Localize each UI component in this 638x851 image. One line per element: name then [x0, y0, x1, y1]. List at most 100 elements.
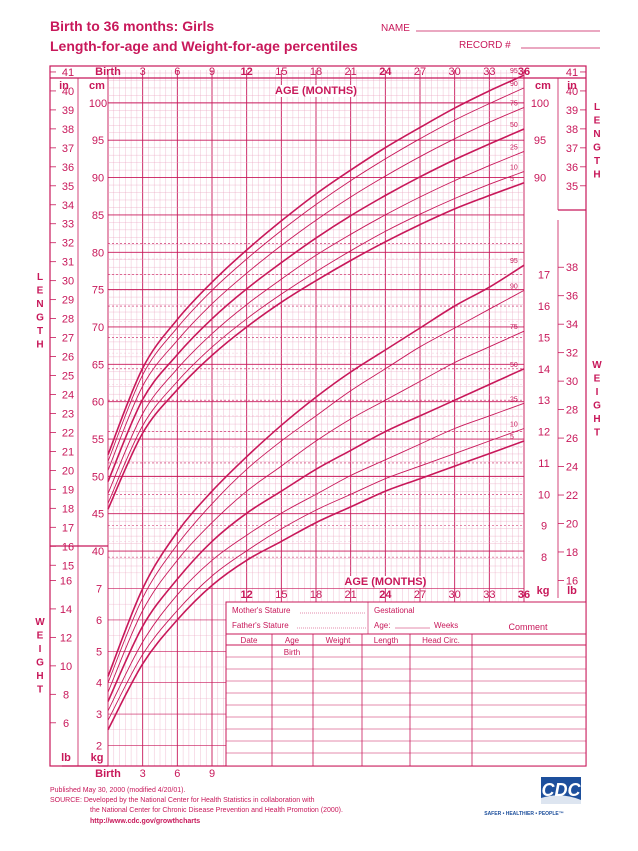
age-tick-bottom: 6 — [174, 768, 180, 780]
lb-label-right: 24 — [566, 462, 578, 474]
age-tick-top: 6 — [174, 66, 180, 78]
in-label-left: 34 — [62, 200, 74, 212]
weight-word-right-letter: T — [594, 428, 600, 439]
weight-word-left-letter: H — [36, 671, 43, 682]
length-curve-p75 — [107, 106, 525, 471]
age-title-bg — [345, 576, 426, 588]
age-tick-mid: 18 — [310, 589, 322, 601]
table-box[interactable] — [225, 601, 587, 767]
in-label-left: 37 — [62, 143, 74, 155]
age-tick-top: 21 — [345, 66, 357, 78]
in-label-left: 27 — [62, 333, 74, 345]
cm-label-left: 60 — [92, 397, 104, 409]
age-tick-top: 9 — [209, 66, 215, 78]
weight-word-left-letter: W — [35, 617, 45, 628]
lb-label-left: 10 — [60, 661, 72, 673]
kg-label-right: 8 — [541, 552, 547, 564]
cm-label-left: 45 — [92, 509, 104, 521]
cm-label-left: 50 — [92, 471, 104, 483]
kg-label-left: 7 — [96, 584, 102, 596]
cm-label-right: 95 — [534, 135, 546, 147]
in-label-left: 40 — [62, 86, 74, 98]
kg-label-left: 6 — [96, 615, 102, 627]
table-col-header: Age — [285, 636, 300, 645]
in-label-left: 32 — [62, 238, 74, 250]
in-label-left: 16 — [62, 541, 74, 553]
in-label-left: 38 — [62, 124, 74, 136]
weight-curve-p25 — [107, 402, 525, 712]
cm-label-left: 90 — [92, 173, 104, 185]
age-tick-mid: 15 — [275, 589, 287, 601]
lb-label-left: 12 — [60, 632, 72, 644]
age-tick-top: 18 — [310, 66, 322, 78]
footer-source-1: SOURCE: Developed by the National Center… — [50, 797, 315, 804]
footer-url[interactable]: http://www.cdc.gov/growthcharts — [90, 818, 200, 825]
length-curve-p50 — [107, 128, 525, 482]
weight-curve-p50 — [107, 368, 525, 702]
length-pct-label-p25: 25 — [510, 144, 518, 151]
length-word-right-letter: L — [594, 102, 600, 113]
unit-in-left: in — [59, 80, 69, 92]
weeks-label: Weeks — [434, 621, 458, 630]
table-col-header: Length — [374, 636, 398, 645]
table-col-header: Head Circ. — [422, 636, 460, 645]
length-pct-label-p75: 75 — [510, 100, 518, 107]
in-label-left: 41 — [62, 67, 74, 79]
in-label-left: 25 — [62, 371, 74, 383]
age-tick-mid: 30 — [449, 589, 461, 601]
lb-label-right: 36 — [566, 291, 578, 303]
kg-label-left: 3 — [96, 709, 102, 721]
percentile-curves: 5 10 25 50 75 90 95 5 10 25 50 75 90 95 — [107, 68, 525, 731]
kg-label-right: 17 — [538, 270, 550, 282]
in-label-right: 36 — [566, 162, 578, 174]
in-label-right: 39 — [566, 105, 578, 117]
in-label-right: 40 — [566, 86, 578, 98]
cm-label-left: 55 — [92, 434, 104, 446]
length-word-left-letter: L — [37, 272, 43, 283]
footer-published: Published May 30, 2000 (modified 4/20/01… — [50, 787, 185, 794]
age-tick-mid: 36 — [518, 589, 530, 601]
data-entry-table[interactable]: Mother's Stature Father's Stature Gestatio… — [225, 601, 587, 767]
unit-cm-left: cm — [89, 80, 105, 92]
age-tick-bottom: 9 — [209, 768, 215, 780]
length-curve-p95 — [107, 74, 525, 455]
age-tick-top: 15 — [275, 66, 287, 78]
length-word-right-letter: H — [593, 170, 600, 181]
lb-label-left: 6 — [63, 718, 69, 730]
in-label-left: 33 — [62, 219, 74, 231]
age-tick-mid: 27 — [414, 589, 426, 601]
cdc-logo: CDC — [541, 777, 581, 804]
length-word-left-letter: G — [36, 313, 44, 324]
kg-label-right: 11 — [538, 458, 549, 470]
gestational-age-label: Age: — [374, 621, 390, 630]
in-label-left: 30 — [62, 276, 74, 288]
cm-label-left: 65 — [92, 359, 104, 371]
in-label-left: 17 — [62, 522, 74, 534]
age-tick-bottom: Birth — [95, 768, 121, 780]
unit-cm-right: cm — [535, 80, 551, 92]
in-label-left: 35 — [62, 181, 74, 193]
age-tick-mid: 12 — [241, 589, 253, 601]
unit-kg-left: kg — [91, 752, 104, 764]
cm-label-left: 40 — [92, 546, 104, 558]
in-label-left: 15 — [62, 560, 74, 572]
length-word-right-letter: T — [594, 156, 600, 167]
weight-pct-label-p90: 90 — [510, 283, 518, 290]
unit-kg-right: kg — [537, 585, 550, 597]
length-pct-label-p5: 5 — [510, 176, 514, 183]
age-tick-top: Birth — [95, 66, 121, 78]
weight-curve-p5 — [107, 440, 525, 731]
lb-label-right: 28 — [566, 405, 578, 417]
lb-label-right: 22 — [566, 490, 578, 502]
in-label-left: 28 — [62, 314, 74, 326]
name-label: NAME — [381, 23, 410, 34]
in-label-left: 22 — [62, 427, 74, 439]
age-tick-top: 24 — [379, 66, 392, 78]
length-word-right-letter: E — [594, 116, 601, 127]
kg-label-right: 14 — [538, 364, 550, 376]
in-label-left: 31 — [62, 257, 74, 269]
age-title-bg — [276, 85, 356, 97]
